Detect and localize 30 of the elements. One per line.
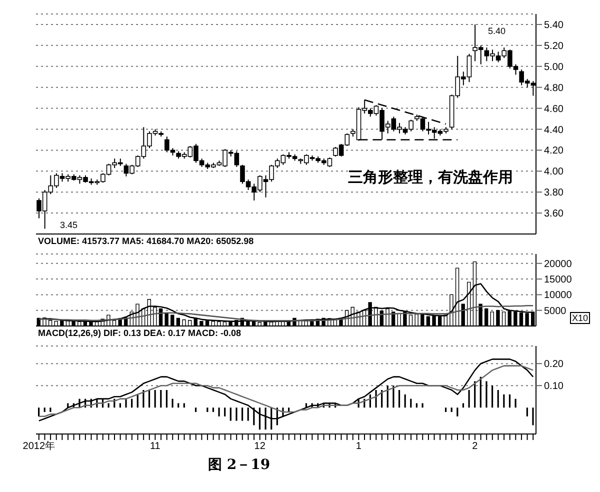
y-tick-label: 15000 [544,274,572,286]
y-tick-label: 5000 [544,306,567,317]
y-tick-label: 0.10 [544,381,564,392]
chart-title: MACD(12,26,9) DIF: 0.13 DEA: 0.17 MACD: -0.08 [38,328,242,340]
y-tick-label: 4.40 [544,124,564,136]
caption: 图 2－19 [208,456,272,474]
y-tick-label: 3.60 [544,208,564,220]
annotation: 三角形整理，有洗盘作用 [348,168,513,187]
x-tick-label: 2012年 [22,440,56,452]
text: X10 [570,312,590,324]
y-tick-label: 10000 [544,290,572,302]
y-tick-label: 5.40 [544,20,564,32]
x-tick-label: 1 [356,441,362,452]
line-series [38,365,534,418]
y-tick-label: 20000 [544,258,572,270]
y-tick-label: 4.80 [544,82,564,94]
y-tick-label: 5.00 [544,62,564,73]
x-tick-label: 11 [150,441,161,452]
y-tick-label: 4.20 [544,146,564,157]
y-tick-label: 4.00 [544,166,564,178]
y-tick-label: 0.20 [544,359,564,370]
x-tick-label: 2 [472,441,478,452]
line-series [38,305,534,322]
y-tick-label: 4.60 [544,104,564,115]
annotation: 3.45 [60,220,78,230]
annotation: 5.40 [488,26,506,36]
y-tick-label: 5.20 [544,40,564,52]
chart-title: VOLUME: 41573.77 MA5: 41684.70 MA20: 65052.98 [38,236,255,248]
y-tick-label: 3.80 [544,188,564,199]
x-tick-label: 12 [254,441,266,452]
